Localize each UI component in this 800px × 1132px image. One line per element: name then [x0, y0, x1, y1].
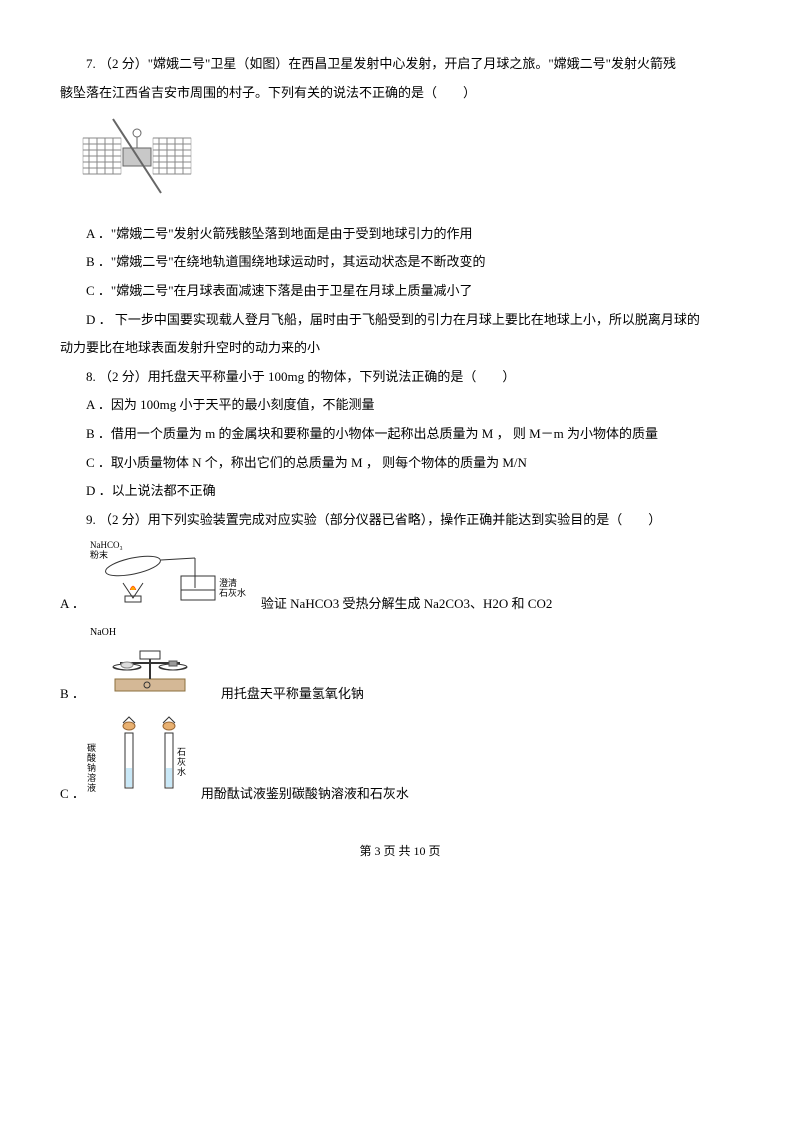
q7-figure — [73, 113, 740, 214]
q7-option-d-line1: D ． 下一步中国要实现载人登月飞船，届时由于飞船受到的引力在月球上要比在地球上… — [60, 306, 740, 335]
q9-option-c-row: C ． 碳 酸 钠 溶 液 石 灰 水 用酚酞试液鉴别碳酸钠溶液和石灰 — [60, 713, 740, 809]
q9-option-b-text: 用托盘天平称量氢氧化钠 — [221, 680, 364, 709]
q8-option-b: B ．借用一个质量为 m 的金属块和要称量的小物体一起称出总质量为 M ， 则 … — [60, 420, 740, 449]
label-naoh: NaOH — [90, 627, 116, 638]
q9-option-b-row: B ． NaOH 用托盘天平称量氢氧化钠 — [60, 623, 740, 709]
label-na2co3-4: 溶 — [87, 772, 96, 783]
q9-option-a-prefix: A ． — [60, 590, 85, 619]
q9-figure-a: NaHCO₃ 粉末 澄清 石灰水 — [85, 538, 255, 619]
q9-figure-b: NaOH — [85, 623, 215, 709]
q7-option-d-line2: 动力要比在地球表面发射升空时的动力来的小 — [60, 334, 740, 363]
q7-stem-line1: 7. （2 分）"嫦娥二号"卫星（如图）在西昌卫星发射中心发射，开启了月球之旅。… — [60, 50, 740, 79]
label-na2co3-5: 液 — [87, 782, 96, 793]
q9-option-c-prefix: C ． — [60, 780, 85, 809]
exam-page: 7. （2 分）"嫦娥二号"卫星（如图）在西昌卫星发射中心发射，开启了月球之旅。… — [0, 0, 800, 894]
label-limewater: 石灰水 — [219, 587, 246, 598]
label-lime-2: 灰 — [177, 756, 186, 767]
q9-option-a-row: A ． NaHCO₃ 粉末 澄清 石灰水 验证 NaHCO3 受热分解生成 Na… — [60, 538, 740, 619]
label-clear: 澄清 — [219, 577, 237, 588]
q9-option-c-text: 用酚酞试液鉴别碳酸钠溶液和石灰水 — [201, 780, 409, 809]
label-powder: 粉末 — [90, 549, 108, 560]
q9-option-b-prefix: B ． — [60, 680, 85, 709]
q7-option-c: C ．"嫦娥二号"在月球表面减速下落是由于卫星在月球上质量减小了 — [60, 277, 740, 306]
q8-stem: 8. （2 分）用托盘天平称量小于 100mg 的物体，下列说法正确的是（ ） — [60, 363, 740, 392]
label-lime-3: 水 — [177, 766, 186, 777]
q9-option-a-text: 验证 NaHCO3 受热分解生成 Na2CO3、H2O 和 CO2 — [261, 590, 552, 619]
q7-stem-line2: 骸坠落在江西省吉安市周围的村子。下列有关的说法不正确的是（ ） — [60, 79, 740, 108]
q7-option-b: B ．"嫦娥二号"在绕地轨道围绕地球运动时，其运动状态是不断改变的 — [60, 248, 740, 277]
q8-option-d: D ．以上说法都不正确 — [60, 477, 740, 506]
label-lime-1: 石 — [177, 747, 186, 757]
label-nahco3: NaHCO₃ — [90, 540, 123, 550]
q8-option-c: C ．取小质量物体 N 个，称出它们的总质量为 M ， 则每个物体的质量为 M/… — [60, 449, 740, 478]
label-na2co3-3: 钠 — [87, 762, 96, 773]
label-na2co3-2: 酸 — [87, 753, 96, 763]
q9-figure-c: 碳 酸 钠 溶 液 石 灰 水 — [85, 713, 195, 809]
q9-stem: 9. （2 分）用下列实验装置完成对应实验（部分仪器已省略），操作正确并能达到实… — [60, 506, 740, 535]
page-footer: 第 3 页 共 10 页 — [60, 838, 740, 864]
label-na2co3-1: 碳 — [87, 742, 96, 753]
q7-option-a: A ．"嫦娥二号"发射火箭残骸坠落到地面是由于受到地球引力的作用 — [60, 220, 740, 249]
q8-option-a: A ．因为 100mg 小于天平的最小刻度值，不能测量 — [60, 391, 740, 420]
